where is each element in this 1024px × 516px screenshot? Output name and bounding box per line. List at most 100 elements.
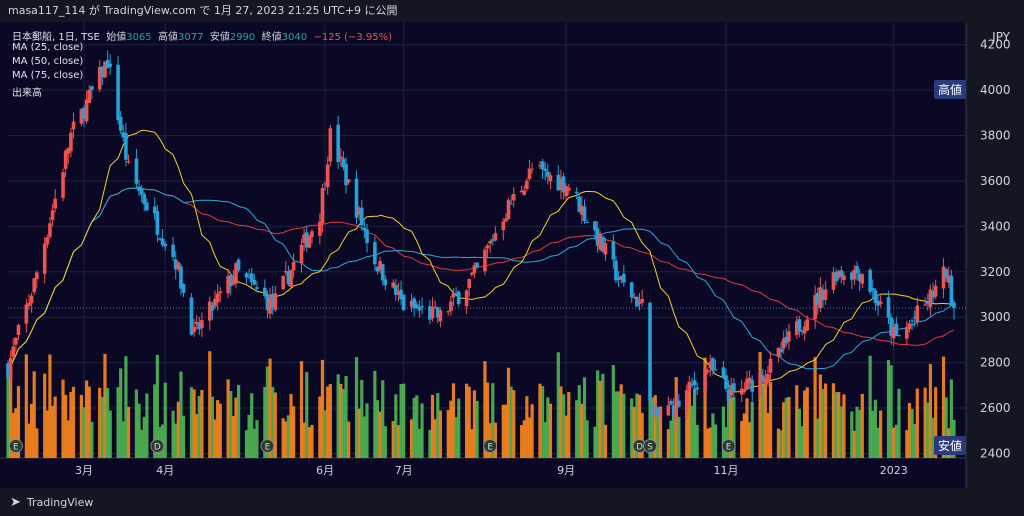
volume-bar — [871, 410, 875, 458]
volume-bar — [237, 384, 241, 458]
candle-body — [299, 244, 304, 263]
candle-body — [745, 378, 749, 390]
volume-bar — [509, 386, 513, 458]
volume-bar — [268, 358, 272, 458]
volume-bar — [457, 398, 461, 458]
x-tick-label: 2023 — [880, 464, 908, 477]
event-marker-label: E — [265, 443, 271, 453]
volume-bar — [161, 424, 165, 458]
volume-bar — [934, 387, 938, 458]
volume-bar — [326, 386, 330, 458]
candle-body — [420, 306, 424, 308]
volume-bar — [787, 396, 791, 458]
volume-bar — [506, 367, 511, 458]
volume-bar — [852, 430, 857, 458]
volume-bar — [941, 356, 946, 458]
volume-bar — [383, 426, 387, 458]
event-marker-label: E — [13, 443, 19, 453]
volume-bar — [800, 426, 804, 458]
candle-body — [375, 266, 380, 272]
volume-bar — [713, 424, 718, 458]
candle-body — [574, 191, 579, 194]
candle-body — [509, 203, 513, 205]
y-tick-label: 4000 — [980, 83, 1011, 97]
candle-body — [213, 298, 217, 307]
candle-body — [818, 287, 823, 308]
volume-bar — [121, 421, 125, 458]
volume-bar — [520, 425, 524, 458]
volume-bar — [252, 428, 256, 458]
volume-bar — [803, 390, 807, 458]
volume-bar — [491, 383, 495, 458]
candle-body — [629, 282, 634, 298]
legend-ma50[interactable]: MA (50, close) — [12, 56, 84, 67]
candle-body — [97, 67, 102, 90]
volume-bar — [373, 370, 377, 458]
candle-body — [45, 237, 50, 245]
candle-body — [134, 158, 139, 184]
ma25-line — [7, 129, 955, 393]
volume-bar — [630, 398, 634, 458]
volume-bar — [417, 428, 422, 458]
volume-bar — [732, 396, 736, 458]
volume-bar — [430, 394, 435, 458]
candle-body — [286, 271, 291, 285]
legend-ma75[interactable]: MA (75, close) — [12, 70, 84, 81]
candle-body — [850, 272, 854, 280]
volume-bar — [742, 413, 746, 458]
volume-bar — [412, 397, 416, 458]
volume-bar — [779, 430, 783, 458]
volume-bar — [493, 422, 498, 458]
candle-body — [729, 385, 734, 396]
volume-bar — [29, 403, 34, 458]
candle-body — [692, 380, 697, 386]
candle-body — [540, 161, 545, 170]
volume-bar — [61, 379, 65, 458]
volume-bar — [142, 416, 146, 458]
volume-bar — [200, 389, 204, 458]
legend-open-value: 3065 — [126, 32, 152, 43]
legend-ma25[interactable]: MA (25, close) — [12, 42, 84, 53]
volume-bar — [145, 393, 149, 458]
candle-body — [29, 295, 34, 304]
volume-bar — [273, 392, 277, 458]
volume-bar — [816, 418, 820, 458]
candle-body — [318, 221, 322, 236]
candle-body — [252, 279, 257, 285]
volume-bar — [82, 407, 86, 458]
volume-bar — [438, 410, 442, 458]
candle-body — [839, 270, 844, 277]
volume-bar — [797, 408, 801, 458]
candle-body — [635, 296, 639, 307]
candle-body — [362, 227, 367, 231]
volume-bar — [559, 386, 563, 458]
candle-body — [325, 164, 330, 188]
volume-bar — [467, 386, 471, 458]
tradingview-logo-icon[interactable]: ➤ — [10, 494, 21, 510]
publish-header: masa117_114 が TradingView.com で 1月 27, 2… — [0, 0, 1024, 22]
candle-body — [346, 179, 351, 183]
candle-body — [933, 285, 938, 297]
candle-body — [527, 168, 532, 180]
volume-bar — [181, 415, 186, 458]
volume-bar — [651, 397, 655, 458]
candle-body — [750, 380, 755, 392]
volume-bar — [666, 429, 670, 458]
volume-bar — [512, 390, 516, 458]
candle-body — [705, 370, 710, 373]
volume-bar — [601, 373, 605, 458]
legend-volume[interactable]: 出来高 — [12, 88, 42, 99]
volume-bar — [119, 368, 123, 458]
volume-bar — [669, 420, 673, 458]
candle-body — [949, 275, 954, 306]
candle-body — [559, 178, 563, 191]
candle-body — [365, 229, 369, 243]
candle-body — [873, 290, 878, 304]
price-chart[interactable]: 2400 2600 2800 3000 3200 3400 3600 3800 4000 4200… — [0, 0, 1024, 488]
candle-body — [344, 164, 348, 186]
volume-bar — [944, 397, 948, 458]
legend-close-label: 終値 — [261, 32, 282, 43]
candle-body — [831, 272, 836, 290]
volume-bar — [763, 383, 767, 458]
footer-brand[interactable]: TradingView — [26, 495, 94, 509]
